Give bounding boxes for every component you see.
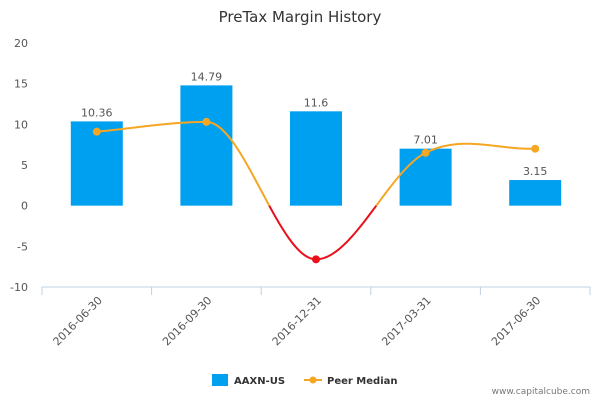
x-axis: 2016-06-30 2016-09-30 2016-12-31 2017-03-31…	[41, 286, 591, 348]
y-tick-label: 0	[21, 200, 28, 213]
peer-median-line-negative-segment	[268, 205, 378, 261]
peer-median-point	[312, 255, 320, 264]
peer-median-line	[92, 117, 540, 264]
bar-data-label: 3.15	[523, 165, 548, 178]
y-tick-label: -10	[10, 281, 28, 294]
peer-median-point	[202, 117, 211, 126]
x-tick-label: 2016-09-30	[160, 294, 214, 348]
bar-data-label: 11.6	[304, 96, 329, 109]
chart-title: PreTax Margin History	[219, 8, 382, 26]
bar	[399, 148, 452, 206]
y-tick-label: 5	[21, 159, 28, 172]
y-tick-label: 10	[14, 118, 28, 131]
legend-label-aaxn: AAXN-US	[234, 376, 285, 387]
legend-swatch-peer-marker	[309, 376, 317, 384]
bar	[290, 111, 342, 206]
bar	[180, 85, 233, 206]
x-tick-label: 2016-12-31	[270, 294, 324, 348]
legend-swatch-aaxn	[212, 374, 228, 386]
bar	[509, 180, 562, 206]
legend: AAXN-US Peer Median	[212, 374, 398, 387]
peer-median-line-segment	[375, 142, 536, 207]
y-tick-label: 15	[14, 78, 28, 91]
bar-labels: 10.36 14.79 11.6 7.01 3.15	[81, 70, 547, 178]
y-axis: 20 15 10 5 0 -5 -10	[10, 37, 28, 294]
x-tick-label: 2017-03-31	[379, 294, 433, 348]
legend-label-peer-median: Peer Median	[327, 376, 398, 387]
peer-median-point	[92, 127, 101, 136]
peer-median-point	[421, 148, 430, 157]
bars	[70, 85, 562, 206]
peer-median-line-segment	[96, 120, 271, 207]
credit-text: www.capitalcube.com	[492, 387, 590, 397]
x-tick-label: 2016-06-30	[51, 294, 105, 348]
y-tick-label: 20	[14, 37, 28, 50]
y-tick-label: -5	[17, 240, 28, 253]
bar-data-label: 14.79	[191, 70, 223, 83]
bar-data-label: 7.01	[413, 134, 438, 147]
bar-data-label: 10.36	[81, 106, 113, 119]
peer-median-point	[531, 144, 540, 153]
x-tick-label: 2017-06-30	[489, 294, 543, 348]
